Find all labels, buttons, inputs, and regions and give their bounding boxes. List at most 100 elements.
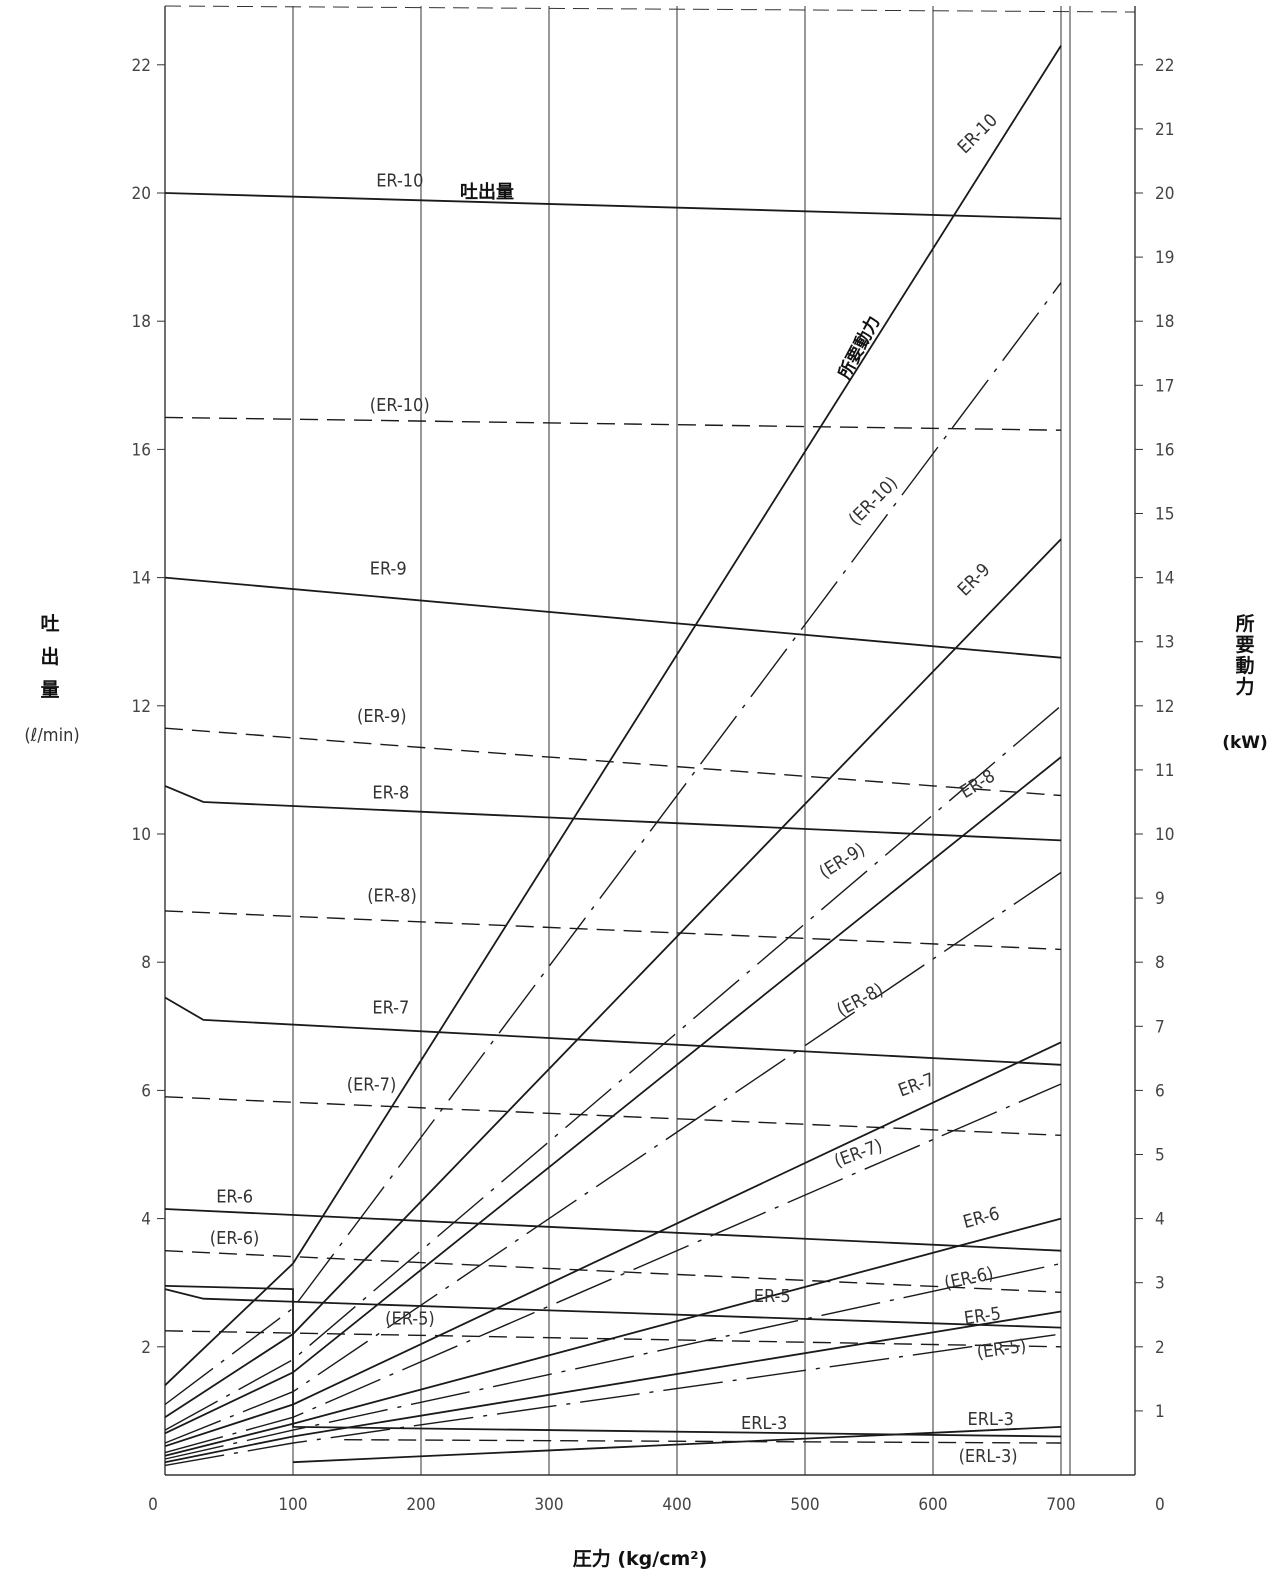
series-label: ER-7 xyxy=(896,1069,938,1101)
power-er-5-line xyxy=(164,1310,1062,1464)
series-label: ER-9 xyxy=(370,558,407,579)
right-tick-label: 3 xyxy=(1155,1274,1165,1294)
right-axis-title: 所 要 動 力 (kW) xyxy=(1222,613,1268,753)
right-tick-label: 5 xyxy=(1155,1146,1165,1166)
right-tick-label: 4 xyxy=(1155,1210,1165,1230)
flow-er-8-alt-line xyxy=(164,910,1062,951)
power-er-10-alt-line xyxy=(164,282,1062,1406)
power-er-10-line xyxy=(164,45,1062,1386)
x-tick-label: 700 xyxy=(1046,1495,1075,1515)
series-labels: ER-10 (ER-10) ER-9 (ER-9) ER-8 (ER-8) ER-7 (ER-… xyxy=(210,110,1028,1467)
series-label: ER-6 xyxy=(961,1203,1002,1233)
series-label: ERL-3 xyxy=(741,1413,787,1434)
right-axis-title-char: 力 xyxy=(1235,675,1254,698)
right-tick-label: 12 xyxy=(1155,697,1174,717)
flow-er-9-line xyxy=(164,576,1062,659)
right-tick-label: 15 xyxy=(1155,505,1174,525)
right-tick-label: 7 xyxy=(1155,1017,1165,1037)
series-label: ER-8 xyxy=(372,783,409,804)
series-label: (ER-5) xyxy=(976,1336,1028,1364)
right-tick-label: 6 xyxy=(1155,1081,1165,1101)
left-axis-unit: (ℓ/min) xyxy=(24,725,79,746)
left-tick-label: 4 xyxy=(141,1210,151,1230)
x-tick-label: 0 xyxy=(148,1495,158,1515)
left-tick-label: 18 xyxy=(132,312,151,332)
series-label: (ER-6) xyxy=(210,1228,260,1249)
power-er-8-alt-line xyxy=(164,871,1062,1444)
right-tick-label: 13 xyxy=(1155,633,1174,653)
right-tick-label: 0 xyxy=(1155,1495,1165,1515)
right-tick-label: 22 xyxy=(1155,56,1174,76)
flow-erl-3-alt-line xyxy=(344,1438,1062,1444)
series-label: ER-5 xyxy=(754,1286,791,1307)
x-tick-label: 300 xyxy=(534,1495,563,1515)
left-axis-title-char: 量 xyxy=(40,679,59,701)
series-label: ER-7 xyxy=(372,997,409,1018)
right-axis-unit: (kW) xyxy=(1222,733,1268,753)
series-label: (ER-10) xyxy=(370,395,430,416)
series-label: (ERL-3) xyxy=(959,1446,1018,1467)
power-er-5-alt-line xyxy=(164,1333,1062,1467)
axis-ticks: 0 100 200 300 400 500 600 700246810121416182022… xyxy=(132,56,1175,1515)
flow-er-6-alt-line xyxy=(164,1250,1062,1293)
flow-annotation: 吐出量 xyxy=(460,181,514,203)
power-annotation: 所要動力 xyxy=(834,312,884,382)
flow-er-6-line xyxy=(164,1208,1062,1252)
series-label: (ER-8) xyxy=(833,979,887,1021)
left-axis-title: 吐 出 量 (ℓ/min) xyxy=(24,613,79,746)
x-tick-label: 600 xyxy=(918,1495,947,1515)
flow-er-5-line xyxy=(164,1288,1062,1329)
left-tick-label: 22 xyxy=(132,56,151,76)
left-tick-label: 8 xyxy=(141,953,151,973)
left-tick-label: 10 xyxy=(132,825,151,845)
series-label: ER-10 xyxy=(376,171,423,192)
power-er-6-alt-line xyxy=(164,1262,1062,1460)
x-tick-label: 200 xyxy=(406,1495,435,1515)
left-tick-label: 16 xyxy=(132,440,151,460)
left-tick-label: 2 xyxy=(141,1338,151,1358)
series-label: ER-8 xyxy=(957,766,999,803)
flow-er-9-alt-line xyxy=(164,727,1062,797)
power-er-8-line xyxy=(164,756,1062,1435)
series-label: (ER-7) xyxy=(832,1135,886,1172)
left-tick-label: 14 xyxy=(132,569,151,589)
series-label: ER-5 xyxy=(963,1303,1002,1329)
flow-erl-3-line xyxy=(164,1285,1062,1438)
x-tick-label: 100 xyxy=(278,1495,307,1515)
power-er-7-alt-line xyxy=(164,1083,1062,1454)
series-label: (ER-8) xyxy=(367,885,417,906)
right-tick-label: 21 xyxy=(1155,120,1174,140)
power-er-9-alt-line xyxy=(164,705,1062,1431)
series-label: ERL-3 xyxy=(968,1409,1014,1430)
flow-er-10-alt-line xyxy=(164,416,1062,431)
right-tick-label: 11 xyxy=(1155,761,1174,781)
right-axis-title-char: 要 xyxy=(1235,634,1254,656)
right-tick-label: 19 xyxy=(1155,248,1174,268)
right-axis-title-char: 動 xyxy=(1235,655,1254,677)
series-label: (ER-10) xyxy=(845,473,902,530)
right-tick-label: 8 xyxy=(1155,953,1165,973)
power-er-9-line xyxy=(164,538,1062,1419)
flow-er-8-line xyxy=(164,785,1062,842)
series-label: (ER-9) xyxy=(357,706,407,727)
series xyxy=(164,45,1062,1467)
flow-er-7-line xyxy=(164,996,1062,1066)
series-label: ER-6 xyxy=(216,1187,253,1208)
right-tick-label: 9 xyxy=(1155,889,1165,909)
right-tick-label: 14 xyxy=(1155,569,1174,589)
right-tick-label: 17 xyxy=(1155,376,1174,396)
series-label: (ER-7) xyxy=(347,1074,397,1095)
left-axis-title-char: 吐 xyxy=(40,613,59,635)
top-dashed-border xyxy=(164,5,1136,13)
left-axis-title-char: 出 xyxy=(40,645,59,668)
left-tick-label: 6 xyxy=(141,1081,151,1101)
right-tick-label: 10 xyxy=(1155,825,1174,845)
grid xyxy=(164,5,1136,1476)
right-tick-label: 20 xyxy=(1155,184,1174,204)
right-tick-label: 18 xyxy=(1155,312,1174,332)
series-label: (ER-5) xyxy=(385,1308,435,1329)
x-tick-label: 400 xyxy=(662,1495,691,1515)
right-tick-label: 16 xyxy=(1155,440,1174,460)
series-label: ER-9 xyxy=(954,559,995,600)
